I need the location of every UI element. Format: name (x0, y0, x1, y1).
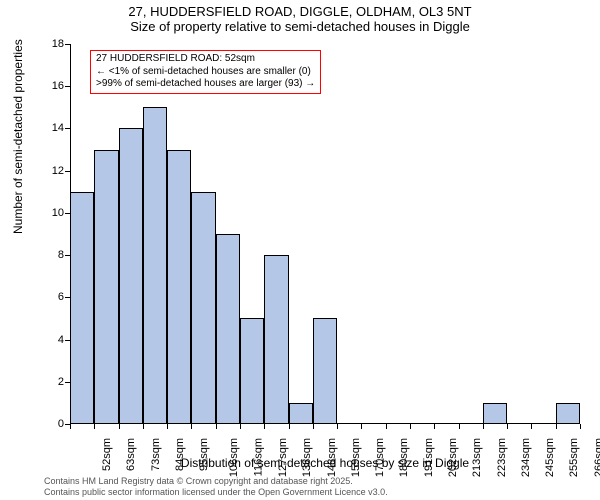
y-tick-mark (65, 128, 70, 129)
title-line-1: 27, HUDDERSFIELD ROAD, DIGGLE, OLDHAM, O… (0, 4, 600, 19)
x-tick-mark (216, 424, 217, 429)
x-tick-mark (70, 424, 71, 429)
title-block: 27, HUDDERSFIELD ROAD, DIGGLE, OLDHAM, O… (0, 4, 600, 34)
y-tick-label: 6 (34, 291, 64, 303)
x-tick-label: 266sqm (593, 438, 600, 477)
x-tick-mark (386, 424, 387, 429)
histogram-bar (70, 192, 94, 424)
y-tick-label: 16 (34, 80, 64, 92)
annotation-line: ← <1% of semi-detached houses are smalle… (96, 66, 315, 79)
histogram-bar (264, 255, 288, 424)
histogram-bar (143, 107, 167, 424)
x-tick-mark (94, 424, 95, 429)
x-tick-mark (410, 424, 411, 429)
y-tick-label: 0 (34, 418, 64, 430)
histogram-bar (240, 318, 264, 424)
x-tick-mark (240, 424, 241, 429)
annotation-line: 27 HUDDERSFIELD ROAD: 52sqm (96, 53, 315, 66)
chart-container: 27, HUDDERSFIELD ROAD, DIGGLE, OLDHAM, O… (0, 0, 600, 500)
plot-area: 02468101214161852sqm63sqm73sqm84sqm95sqm… (70, 44, 580, 424)
x-tick-mark (289, 424, 290, 429)
x-tick-mark (531, 424, 532, 429)
x-tick-mark (507, 424, 508, 429)
annotation-box: 27 HUDDERSFIELD ROAD: 52sqm← <1% of semi… (90, 50, 321, 94)
y-tick-label: 18 (34, 38, 64, 50)
x-tick-mark (580, 424, 581, 429)
histogram-bar (313, 318, 337, 424)
y-tick-label: 10 (34, 207, 64, 219)
x-tick-mark (167, 424, 168, 429)
histogram-bar (556, 403, 580, 424)
footer: Contains HM Land Registry data © Crown c… (44, 476, 388, 498)
y-tick-mark (65, 86, 70, 87)
x-tick-mark (434, 424, 435, 429)
histogram-bar (216, 234, 240, 424)
y-tick-label: 14 (34, 122, 64, 134)
x-tick-mark (556, 424, 557, 429)
y-tick-label: 2 (34, 376, 64, 388)
x-tick-mark (361, 424, 362, 429)
histogram-bar (167, 150, 191, 424)
x-tick-mark (191, 424, 192, 429)
histogram-bar (483, 403, 507, 424)
x-tick-mark (459, 424, 460, 429)
histogram-bar (119, 128, 143, 424)
y-tick-label: 12 (34, 165, 64, 177)
footer-line-2: Contains public sector information licen… (44, 487, 388, 498)
footer-line-1: Contains HM Land Registry data © Crown c… (44, 476, 388, 487)
x-tick-mark (264, 424, 265, 429)
y-tick-label: 8 (34, 249, 64, 261)
histogram-bar (94, 150, 118, 424)
x-tick-mark (337, 424, 338, 429)
histogram-bar (289, 403, 313, 424)
y-tick-label: 4 (34, 334, 64, 346)
x-axis-label: Distribution of semi-detached houses by … (70, 456, 580, 470)
y-tick-mark (65, 44, 70, 45)
title-line-2: Size of property relative to semi-detach… (0, 19, 600, 34)
x-tick-mark (119, 424, 120, 429)
annotation-line: >99% of semi-detached houses are larger … (96, 78, 315, 91)
histogram-bar (191, 192, 215, 424)
x-tick-mark (143, 424, 144, 429)
x-tick-mark (313, 424, 314, 429)
y-tick-mark (65, 171, 70, 172)
y-axis-label: Number of semi-detached properties (11, 39, 25, 234)
x-tick-mark (483, 424, 484, 429)
